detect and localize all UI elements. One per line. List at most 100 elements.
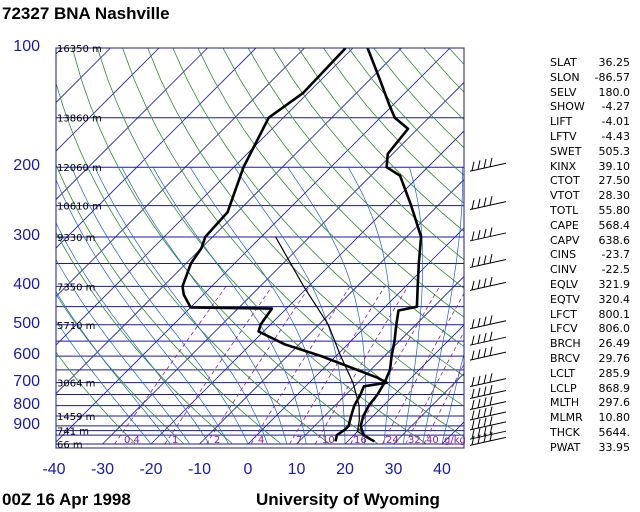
isotherm-line <box>56 48 160 152</box>
wind-barb-shaft <box>469 378 507 388</box>
index-name: LCLP <box>550 381 577 395</box>
index-name: THCK <box>550 426 580 439</box>
index-value: -23.7 <box>601 248 630 262</box>
moist-adiabat-line <box>56 258 191 445</box>
index-value: 868.9 <box>598 381 631 395</box>
index-row: PWAT 33.95 <box>550 441 630 454</box>
data-source: University of Wyoming <box>256 490 440 509</box>
index-value: 27.50 <box>598 174 631 188</box>
wind-barb-flag <box>483 332 487 343</box>
wind-barb-flag <box>483 158 487 169</box>
wind-barb-shaft <box>469 258 507 268</box>
index-value: -4.01 <box>601 115 630 129</box>
height-label: 5710 m <box>57 321 95 332</box>
index-row: CINV -22.5 <box>550 263 630 276</box>
isotherm-line <box>150 130 464 445</box>
mixing-ratio-label: 40 <box>426 435 439 446</box>
height-label: 7350 m <box>57 282 95 293</box>
height-label: 741 m <box>57 427 89 438</box>
wind-barb-flag <box>471 199 475 210</box>
moist-adiabat-line <box>422 167 463 445</box>
wind-barb <box>469 196 507 211</box>
wind-barb-shaft <box>469 281 507 291</box>
mixing-ratio-line <box>114 286 227 445</box>
pressure-label: 300 <box>13 226 40 244</box>
index-row: LCLP 868.9 <box>550 382 630 395</box>
index-name: EQTV <box>550 292 580 306</box>
moist-adiabat-line <box>402 167 424 445</box>
wind-barb-flag <box>471 350 475 360</box>
wind-barb-shaft <box>469 436 507 446</box>
index-value: 55.80 <box>598 204 631 217</box>
wind-barb-flag <box>483 407 487 418</box>
isotherm-line <box>296 275 464 445</box>
dry-adiabat-line <box>197 48 464 347</box>
index-name: CTOT <box>550 174 580 188</box>
mixing-ratio-line <box>423 363 464 445</box>
wind-barb-flag <box>489 331 493 341</box>
index-name: SWET <box>550 144 582 158</box>
index-name: CINS <box>550 248 577 262</box>
height-label: 10610 m <box>57 202 102 213</box>
sounding-date: 00Z 16 Apr 1998 <box>2 490 131 509</box>
wind-barb-shaft <box>469 430 507 440</box>
index-value: -4.43 <box>601 130 630 143</box>
index-value: 285.9 <box>598 366 631 380</box>
pressure-label: 200 <box>13 157 40 175</box>
moist-adiabat-line <box>71 167 249 445</box>
index-name: LIFT <box>550 115 573 129</box>
wind-barb-flag <box>489 416 493 426</box>
pressure-label: 500 <box>13 314 40 332</box>
index-row: EQLV 321.9 <box>550 278 630 291</box>
index-value: 39.10 <box>598 159 631 173</box>
index-name: SLON <box>550 70 580 84</box>
wind-barb <box>469 385 507 400</box>
index-row: TOTL 55.80 <box>550 204 630 217</box>
plot-frame <box>55 47 465 449</box>
dry-adiabat-line <box>71 48 379 445</box>
wind-barb-shaft <box>469 336 507 346</box>
height-label: 1459 m <box>57 412 95 423</box>
moist-adiabat-line <box>441 352 464 445</box>
wind-barb-flag <box>489 253 493 264</box>
isotherm-line <box>56 48 257 249</box>
moist-adiabat-line <box>56 178 229 445</box>
wind-barb-flag <box>477 349 481 359</box>
height-label: 66 m <box>57 440 83 451</box>
dry-adiabat-line <box>56 351 136 445</box>
temperature-profile-line <box>359 48 423 443</box>
wind-barb-flag <box>489 385 493 395</box>
index-name: LCLT <box>550 366 576 380</box>
mixing-ratio-label: 4 <box>258 435 264 446</box>
index-value: 800.1 <box>598 307 631 321</box>
moist-adiabat-line <box>94 167 268 445</box>
index-value: 505.3 <box>598 144 631 158</box>
index-name: CINV <box>550 263 577 277</box>
mixing-ratio-label: g/kg <box>444 435 466 446</box>
wind-barb-shaft <box>469 401 507 411</box>
mixing-ratio-line <box>250 286 351 445</box>
index-row: CAPV 638.6 <box>550 234 630 247</box>
height-label: 16350 m <box>57 44 102 55</box>
index-name: KINX <box>550 159 577 173</box>
wind-barb-flag <box>477 409 481 419</box>
chart-title: 72327 BNA Nashville <box>2 4 170 23</box>
wind-barb <box>469 253 507 268</box>
index-value: -22.5 <box>601 263 630 277</box>
index-value: 321.9 <box>598 278 631 291</box>
index-value: 180.0 <box>598 85 631 99</box>
wind-barb-shaft <box>469 411 507 421</box>
index-value: 28.30 <box>598 189 631 203</box>
pressure-label: 600 <box>13 346 40 364</box>
wind-barb-flag <box>483 347 487 358</box>
index-value: 29.76 <box>598 352 631 365</box>
dry-adiabat-line <box>56 231 233 445</box>
temperature-tick-label: 40 <box>433 461 451 478</box>
moist-adiabat-line <box>56 222 210 445</box>
temperature-tick-label: -40 <box>42 461 66 478</box>
wind-barb-flag <box>471 319 475 329</box>
mixing-ratio-line <box>381 292 464 445</box>
index-name: SHOW <box>550 100 585 114</box>
height-label: 13860 m <box>57 114 102 125</box>
index-name: CAPV <box>550 233 580 247</box>
